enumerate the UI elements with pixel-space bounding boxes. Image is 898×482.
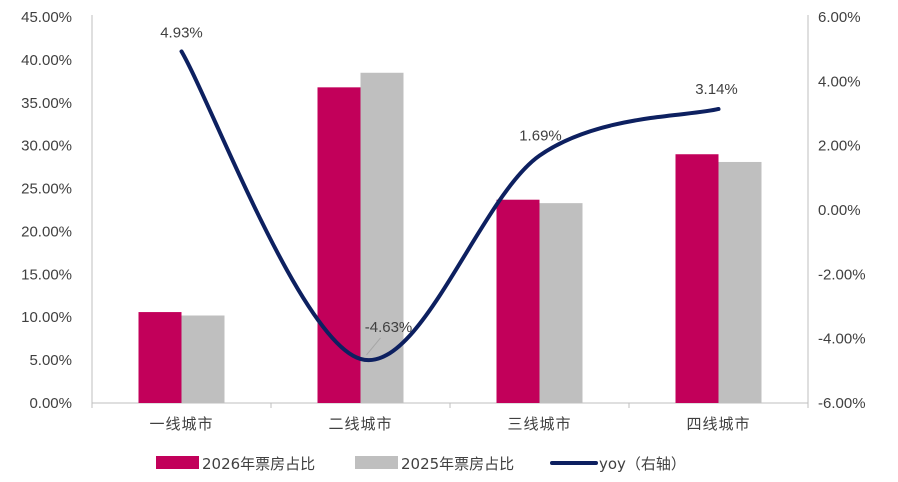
left-tick-label: 5.00% bbox=[29, 352, 72, 369]
right-tick-label: 4.00% bbox=[818, 73, 861, 90]
right-tick-label: 0.00% bbox=[818, 202, 861, 219]
left-tick-label: 35.00% bbox=[21, 95, 72, 112]
category-label: 一线城市 bbox=[149, 415, 213, 433]
category-label: 二线城市 bbox=[328, 415, 392, 433]
bars bbox=[138, 72, 762, 404]
category-label: 四线城市 bbox=[686, 415, 750, 433]
legend-label: 2025年票房占比 bbox=[401, 455, 514, 473]
bar-2025 bbox=[360, 72, 404, 403]
bar-2025 bbox=[539, 203, 583, 403]
left-tick-label: 0.00% bbox=[29, 395, 72, 412]
left-tick-label: 30.00% bbox=[21, 138, 72, 155]
bar-2025 bbox=[718, 161, 762, 403]
bar-2026 bbox=[317, 87, 361, 404]
left-tick-label: 40.00% bbox=[21, 52, 72, 69]
left-tick-label: 45.00% bbox=[21, 9, 72, 26]
bar-2026 bbox=[675, 154, 719, 403]
right-tick-label: 2.00% bbox=[818, 138, 861, 155]
left-tick-label: 15.00% bbox=[21, 266, 72, 283]
yoy-point bbox=[359, 357, 362, 360]
yoy-point bbox=[717, 107, 720, 110]
yoy-line bbox=[179, 49, 721, 363]
yoy-line-group bbox=[179, 49, 721, 363]
yoy-point bbox=[180, 50, 183, 53]
axes: 0.00% 5.00% 10.00% 15.00% 20.00% 25.00% 30.00%… bbox=[21, 9, 865, 433]
left-tick-label: 25.00% bbox=[21, 181, 72, 198]
left-tick-label: 20.00% bbox=[21, 223, 72, 240]
legend-label: 2026年票房占比 bbox=[202, 455, 315, 473]
right-tick-label: 6.00% bbox=[818, 9, 861, 26]
data-labels: 4.93% -4.63% 1.69% 3.14% bbox=[160, 24, 738, 356]
data-label: -4.63% bbox=[365, 319, 413, 336]
legend-label: yoy（右轴） bbox=[599, 455, 686, 473]
data-label: 4.93% bbox=[160, 24, 203, 41]
legend: 2026年票房占比 2025年票房占比 yoy（右轴） bbox=[156, 455, 686, 473]
right-tick-label: -6.00% bbox=[818, 395, 866, 412]
data-label: 1.69% bbox=[519, 128, 562, 145]
right-tick-label: -4.00% bbox=[818, 331, 866, 348]
bar-2025 bbox=[181, 315, 225, 403]
bar-2026 bbox=[496, 199, 540, 403]
legend-swatch bbox=[156, 456, 199, 469]
left-tick-label: 10.00% bbox=[21, 309, 72, 326]
bar-2026 bbox=[138, 312, 182, 403]
legend-swatch bbox=[355, 456, 398, 469]
data-label-leader bbox=[366, 337, 381, 356]
yoy-point bbox=[538, 154, 541, 157]
data-label: 3.14% bbox=[695, 81, 738, 98]
right-tick-label: -2.00% bbox=[818, 266, 866, 283]
category-label: 三线城市 bbox=[507, 415, 571, 433]
